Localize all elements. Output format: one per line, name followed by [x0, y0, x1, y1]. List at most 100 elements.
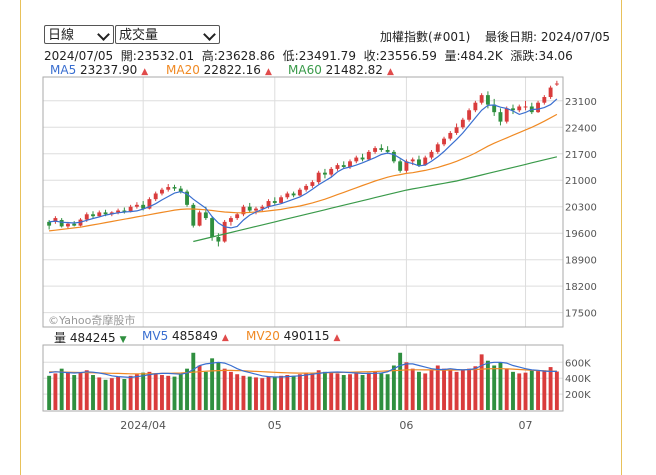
volume-bar: [435, 365, 440, 410]
mv5-label: MV5: [142, 329, 169, 343]
candle-body: [329, 168, 334, 175]
volume-bar: [291, 375, 296, 410]
volume-bar: [498, 362, 503, 410]
candle-body: [216, 236, 221, 242]
ma5-arrow: ▲: [141, 67, 149, 77]
candle-body: [322, 172, 327, 175]
ma-lines: [49, 98, 558, 379]
volume-bar: [404, 362, 409, 410]
volume-bar: [254, 377, 258, 410]
volume-plot-border: [42, 344, 564, 412]
candle-body: [310, 182, 315, 186]
volume-bar: [322, 371, 327, 410]
price-tick-label: 18200: [565, 282, 597, 293]
volume-bar: [166, 375, 171, 410]
last-date: 最後日期: 2024/07/05: [485, 30, 611, 44]
candle-body: [517, 106, 522, 111]
vol-value: 484245: [69, 331, 116, 345]
candles: [47, 80, 559, 247]
volume-bar: [235, 374, 240, 410]
candle-body: [266, 201, 271, 207]
mv5-line: [49, 361, 557, 379]
candle-body: [373, 148, 378, 152]
volume-bar: [523, 372, 528, 410]
candle-body: [467, 110, 472, 120]
volume-bar: [272, 377, 277, 410]
volume-bar: [178, 374, 183, 410]
price-tick-label: 20300: [565, 203, 597, 214]
volume-bar: [485, 360, 490, 410]
candle-body: [492, 104, 497, 113]
ma20-legend: MA20 22822.16 ▲: [166, 63, 272, 77]
volume-bar: [84, 370, 89, 410]
candle-body: [160, 189, 164, 194]
candle-body: [65, 223, 70, 227]
price-tick-label: 22400: [565, 123, 597, 134]
date-tick-label: 07: [519, 419, 533, 432]
ma20-line: [49, 113, 558, 232]
volume-bar: [72, 375, 77, 410]
volume-bar: [354, 373, 359, 410]
candle-body: [316, 172, 321, 183]
price-grid: [43, 77, 563, 327]
volume-tick-label: 400K: [565, 374, 591, 385]
volume-bar: [467, 368, 472, 410]
price-axis-ticks: 17500 18200 18900 19600 20300 21000 21700 22400…: [565, 97, 597, 320]
mv20-arrow: ▲: [333, 333, 341, 343]
volume-bar: [442, 368, 446, 410]
candle-body: [429, 151, 434, 158]
candle-body: [153, 193, 158, 200]
period-select[interactable]: 日線: [44, 25, 114, 44]
volume-bar: [241, 375, 246, 410]
volume-bar: [109, 378, 114, 410]
volume-axis-ticks: 200K 400K 600K: [565, 358, 591, 401]
volume-tick-label: 200K: [565, 390, 591, 401]
chart-frame: [20, 0, 622, 475]
volume-bar: [210, 358, 215, 410]
volume-bars: [47, 352, 559, 410]
volume-bar: [172, 376, 177, 410]
candle-body: [454, 127, 459, 133]
volume-bar: [473, 366, 478, 410]
candle-body: [385, 149, 390, 152]
volume-bar: [153, 373, 158, 410]
candle-body: [435, 144, 440, 152]
candle-body: [279, 197, 284, 203]
candle-body: [285, 193, 290, 198]
candle-body: [260, 206, 265, 209]
candle-body: [141, 204, 146, 209]
mv20-value: 490115: [283, 329, 330, 343]
ma5-label: MA5: [50, 63, 77, 77]
vol-label: 量: [54, 331, 67, 345]
watermark: ©Yahoo奇摩股市: [48, 313, 135, 327]
candle-body: [366, 151, 371, 160]
candle-body: [335, 165, 340, 169]
volume-bar: [348, 374, 352, 410]
price-tick-label: 23100: [565, 97, 597, 108]
quote-line: 2024/07/05 開:23532.01 高:23628.86 低:23491…: [44, 49, 573, 63]
candle-body: [485, 95, 490, 105]
candle-body: [203, 212, 208, 219]
volume-bar: [454, 371, 459, 410]
volume-bar: [379, 373, 384, 410]
volume-bar: [529, 370, 534, 410]
volume-bar: [517, 373, 522, 410]
volume-bar: [548, 367, 553, 410]
volume-bar: [423, 373, 428, 410]
volume-bar: [479, 354, 484, 410]
ma60-legend: MA60 21482.82 ▲: [288, 63, 394, 77]
indicator-select[interactable]: 成交量: [115, 25, 220, 44]
ma5-line: [49, 98, 558, 229]
date-tick-label: 06: [399, 419, 413, 432]
candle-body: [442, 138, 446, 145]
ma5-value: 23237.90: [80, 63, 138, 77]
price-tick-label: 17500: [565, 309, 597, 320]
candle-body: [103, 212, 108, 215]
volume-bar: [391, 365, 396, 410]
candle-body: [254, 208, 258, 211]
ma20-arrow: ▲: [264, 67, 272, 77]
volume-bar: [373, 371, 378, 410]
candle-body: [341, 165, 346, 168]
volume-bar: [53, 373, 58, 410]
volume-bar: [341, 375, 346, 410]
